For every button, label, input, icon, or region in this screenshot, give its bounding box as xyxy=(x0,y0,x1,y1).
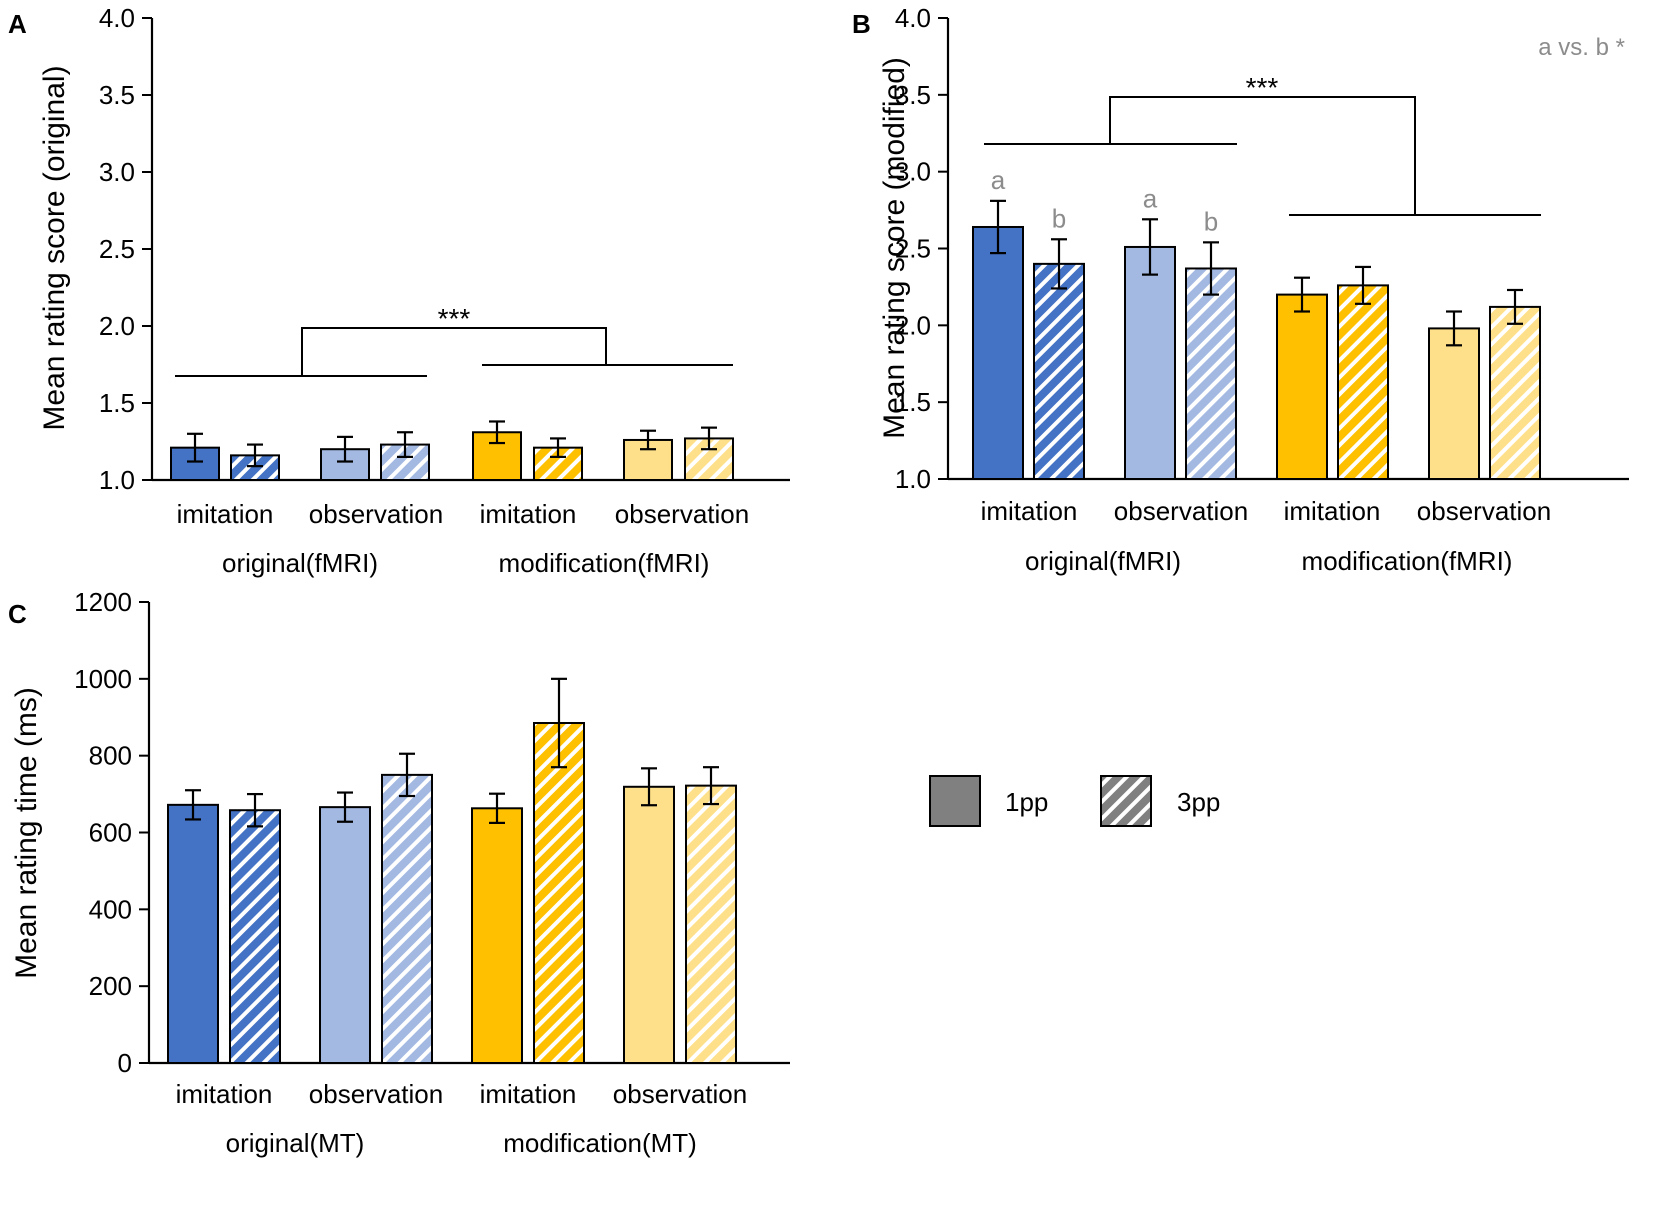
y-tick-label: 1.5 xyxy=(895,387,931,417)
x-category-label: observation xyxy=(1114,496,1248,526)
x-category-label: imitation xyxy=(480,1079,577,1109)
y-tick-label: 2.5 xyxy=(99,234,135,264)
panel-a-y-axis-label: Mean rating score (original) xyxy=(38,65,71,430)
bar-3pp-4 xyxy=(1489,305,1541,481)
panel-b-chart: B Mean rating score (modified) a vs. b *… xyxy=(852,3,1629,576)
x-category-label: observation xyxy=(309,499,443,529)
bracket-connector xyxy=(301,327,607,376)
bar-3pp-1 xyxy=(1033,262,1085,480)
x-category-label: imitation xyxy=(480,499,577,529)
bar-1pp-3 xyxy=(471,807,523,1064)
x-category-label: observation xyxy=(615,499,749,529)
panel-a-letter: A xyxy=(8,9,27,39)
bar-1pp-1 xyxy=(167,803,219,1065)
legend: 1pp 3pp xyxy=(929,775,1220,827)
significance-letter: b xyxy=(1204,206,1218,236)
y-tick-label: 600 xyxy=(89,818,132,848)
bar-1pp-4 xyxy=(623,785,675,1064)
y-tick-label: 4.0 xyxy=(895,3,931,33)
x-group-label: modification(fMRI) xyxy=(1302,546,1513,576)
x-group-label: modification(fMRI) xyxy=(499,548,710,578)
x-category-label: imitation xyxy=(981,496,1078,526)
significance-stars: *** xyxy=(1246,72,1279,103)
y-tick-label: 800 xyxy=(89,741,132,771)
legend-label-1pp: 1pp xyxy=(1005,787,1048,817)
panel-c-chart: C Mean rating time (ms) 0 200 400 600 800 100… xyxy=(8,587,790,1158)
y-tick-label: 0 xyxy=(118,1048,132,1078)
bar-3pp-3 xyxy=(1337,284,1389,480)
x-category-label: observation xyxy=(309,1079,443,1109)
significance-letter: a xyxy=(1143,183,1158,213)
bar-3pp-2 xyxy=(1185,267,1237,480)
panel-c-letter: C xyxy=(8,599,27,629)
x-category-label: imitation xyxy=(1284,496,1381,526)
x-category-label: observation xyxy=(613,1079,747,1109)
bracket-connector xyxy=(1109,96,1416,215)
panel-b-letter: B xyxy=(852,9,871,39)
bar-1pp-3 xyxy=(1276,293,1328,480)
y-tick-label: 3.5 xyxy=(99,80,135,110)
significance-letter: b xyxy=(1052,203,1066,233)
x-group-label: modification(MT) xyxy=(503,1128,697,1158)
x-category-label: observation xyxy=(1417,496,1551,526)
bar-1pp-2 xyxy=(319,806,371,1065)
y-tick-label: 2.5 xyxy=(895,234,931,264)
y-tick-label: 1.0 xyxy=(99,465,135,495)
bar-1pp-2 xyxy=(1124,245,1176,480)
significance-stars: *** xyxy=(438,303,471,334)
bar-1pp-1 xyxy=(972,225,1024,480)
x-category-label: imitation xyxy=(176,1079,273,1109)
y-tick-label: 200 xyxy=(89,971,132,1001)
bar-1pp-4 xyxy=(1428,327,1480,481)
y-tick-label: 1.0 xyxy=(895,464,931,494)
bar-3pp-1 xyxy=(229,809,281,1064)
y-tick-label: 3.5 xyxy=(895,80,931,110)
y-tick-label: 3.0 xyxy=(99,157,135,187)
bar-3pp-2 xyxy=(381,773,433,1064)
x-group-label: original(MT) xyxy=(226,1128,365,1158)
panel-c-y-axis-label: Mean rating time (ms) xyxy=(10,687,43,979)
x-group-label: original(fMRI) xyxy=(1025,546,1181,576)
bar-3pp-4 xyxy=(685,784,737,1064)
y-tick-label: 1200 xyxy=(74,587,132,617)
y-tick-label: 2.0 xyxy=(895,310,931,340)
panel-a-chart: A Mean rating score (original) 1.0 1.5 2.0… xyxy=(8,3,790,578)
panel-b-significance-note: a vs. b * xyxy=(1538,34,1625,61)
y-tick-label: 4.0 xyxy=(99,3,135,33)
y-tick-label: 1000 xyxy=(74,664,132,694)
x-category-label: imitation xyxy=(177,499,274,529)
x-group-label: original(fMRI) xyxy=(222,548,378,578)
y-tick-label: 2.0 xyxy=(99,311,135,341)
y-tick-label: 400 xyxy=(89,894,132,924)
legend-swatch-3pp xyxy=(1100,775,1152,827)
legend-label-3pp: 3pp xyxy=(1177,787,1220,817)
significance-letter: a xyxy=(991,165,1006,195)
bar-3pp-3 xyxy=(533,722,585,1064)
legend-swatch-1pp xyxy=(929,775,981,827)
y-tick-label: 1.5 xyxy=(99,388,135,418)
panel-b-y-axis-label: Mean rating score (modified) xyxy=(878,57,911,439)
y-tick-label: 3.0 xyxy=(895,157,931,187)
